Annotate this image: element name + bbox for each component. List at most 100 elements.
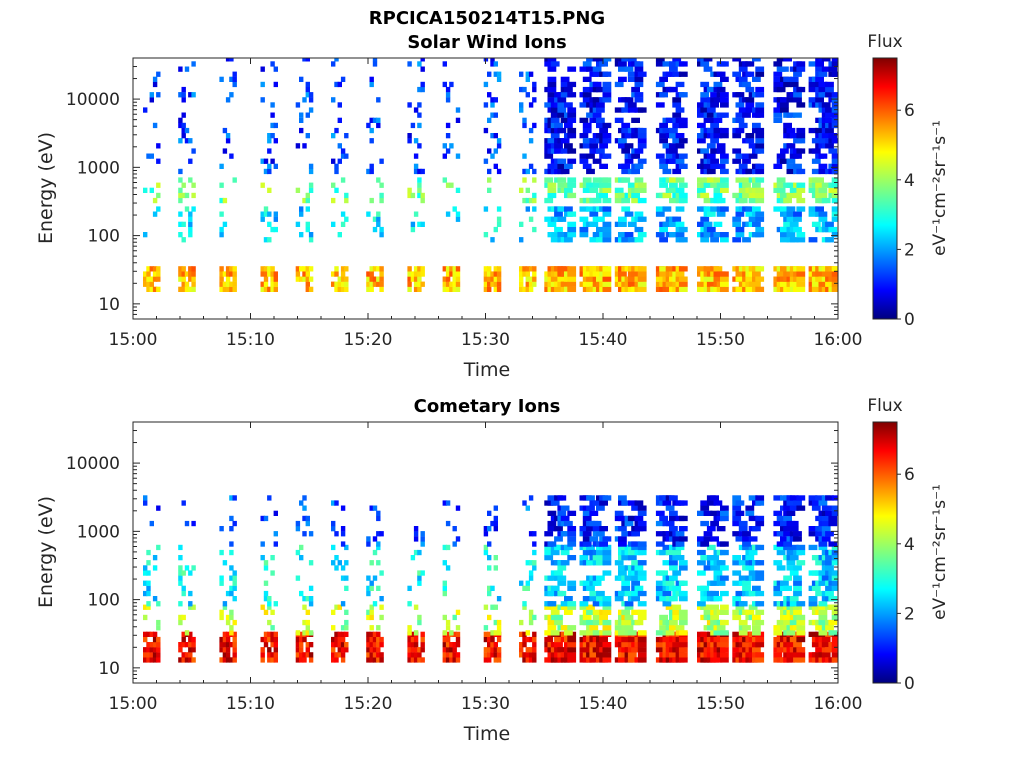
heatmap-cell [229,549,234,556]
heatmap-cell [267,495,272,501]
heatmap-cell [188,636,193,643]
heatmap-cell [828,187,838,193]
heatmap-cell [634,61,644,67]
heatmap-cell [156,92,161,98]
heatmap-cell [815,206,824,212]
heatmap-cell [188,271,193,277]
heatmap-cell [260,266,265,272]
heatmap-cell [340,286,346,292]
heatmap-cell [582,531,592,537]
heatmap-cell [442,642,447,648]
heatmap-cell [369,631,374,637]
heatmap-cell [662,544,672,551]
heatmap-cell [493,555,498,561]
heatmap-cell [490,642,495,648]
heatmap-cell [831,92,838,98]
heatmap-cell [675,625,685,631]
heatmap-cell [720,112,729,118]
heatmap-cell [152,276,158,282]
heatmap-cell [808,127,818,134]
heatmap-cell [372,647,378,653]
heatmap-cell [634,66,644,72]
heatmap-cell [522,601,527,607]
heatmap-cell [229,92,234,98]
heatmap-cell [417,271,422,277]
heatmap-cell [589,237,599,243]
heatmap-cell [442,143,447,149]
heatmap-cell [420,58,425,62]
heatmap-cell [188,570,193,576]
heatmap-cell [554,211,563,217]
heatmap-cell [831,286,838,292]
heatmap-cell [655,81,665,88]
heatmap-cell [755,226,765,233]
heatmap-cell [308,92,314,98]
heatmap-cell [299,276,304,282]
heatmap-cell [825,117,834,123]
heatmap-cell [634,500,644,506]
heatmap-cell [614,197,624,204]
heatmap-cell [366,585,371,591]
heatmap-cell [344,192,349,199]
heatmap-cell [554,642,563,648]
heatmap-cell [270,657,275,663]
heatmap-cell [547,81,557,88]
heatmap-cell [305,520,310,527]
heatmap-cell [789,520,799,527]
heatmap-cell [407,61,412,67]
heatmap-cell [732,560,742,566]
heatmap-cell [152,555,158,561]
heatmap-cell [773,510,783,516]
heatmap-cell [366,575,371,581]
heatmap-cell [586,182,595,188]
heatmap-cell [522,286,527,292]
heatmap-cell [152,636,158,643]
heatmap-cell [299,500,304,506]
panel-title-cometary: Cometary Ions [414,396,561,417]
heatmap-cell [181,221,186,227]
heatmap-cell [586,585,595,591]
heatmap-cell [305,596,310,602]
heatmap-cell [582,138,592,144]
heatmap-cell [442,580,447,586]
heatmap-cell [413,536,419,542]
heatmap-cell [308,182,314,188]
heatmap-cell [703,609,713,615]
heatmap-cell [366,614,371,621]
heatmap-cell [407,281,412,287]
heatmap-cell [720,133,729,139]
heatmap-cell [776,187,786,193]
heatmap-cell [188,177,193,183]
heatmap-cell [669,148,678,154]
heatmap-cell [831,276,838,282]
heatmap-cell [156,625,161,631]
heatmap-cell [614,187,624,193]
heatmap-cell [532,281,537,287]
heatmap-cell [273,163,278,169]
y-tick-label: 10 [98,659,120,679]
heatmap-cell [818,580,828,586]
heatmap-cell [340,505,346,511]
heatmap-cell [745,61,755,67]
heatmap-cell [143,580,148,586]
heatmap-cell [487,652,492,658]
heatmap-cell [773,107,783,113]
heatmap-cell [602,286,612,292]
heatmap-cell [710,163,719,169]
heatmap-cell [554,636,563,643]
colorbar-tick-label: 0 [904,674,915,694]
heatmap-cell [340,541,346,547]
heatmap-cell [599,526,608,532]
heatmap-cell [624,66,634,72]
heatmap-cell [532,226,537,233]
heatmap-cell [634,565,644,571]
heatmap-cell [334,163,339,169]
heatmap-cell [305,112,310,118]
heatmap-cell [755,187,765,193]
heatmap-cell [232,642,237,648]
heatmap-cell [815,177,824,183]
heatmap-cell [602,206,612,212]
heatmap-cell [487,614,492,621]
heatmap-cell [745,168,755,175]
heatmap-cell [487,271,492,277]
